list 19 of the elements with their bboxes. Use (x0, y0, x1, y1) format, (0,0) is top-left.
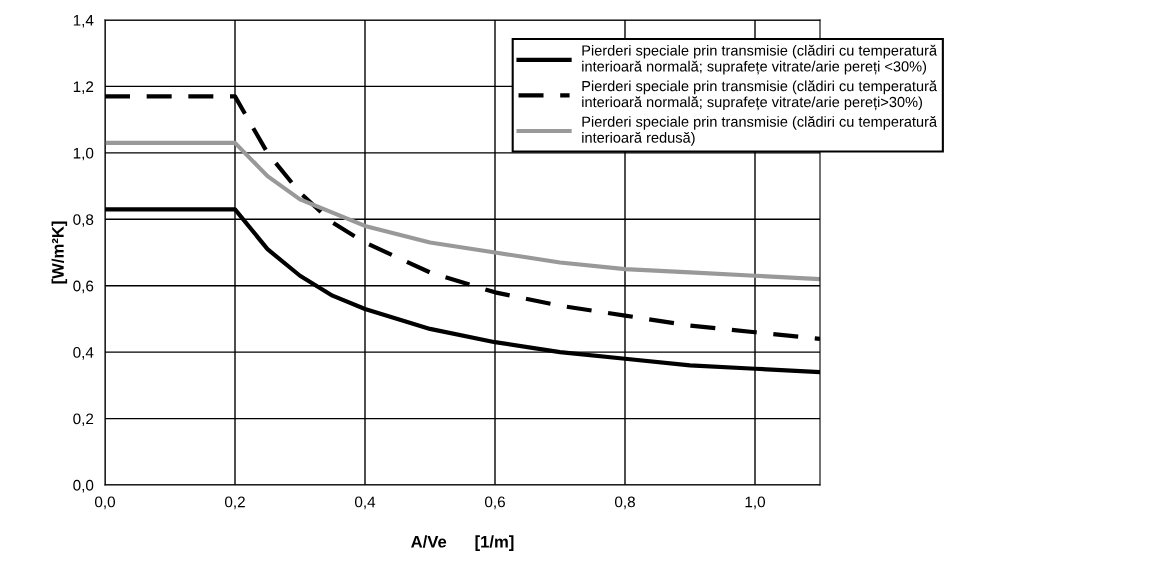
x-tick-label: 1,0 (745, 496, 766, 510)
y-tick-label: 1,2 (73, 81, 94, 94)
y-axis-title: [W/m²K] (51, 221, 68, 284)
legend-label: Pierderi speciale prin transmisie (clădiri cu temperatură interioară normală; suprafețe vitrate/arie pereți <30%) (582, 44, 938, 75)
x-tick-label: 0,4 (354, 496, 376, 510)
y-tick-label: 0,6 (73, 280, 94, 294)
legend-label: Pierderi speciale prin transmisie (clădiri cu temperatură interioară normală; suprafețe vitrate/arie pereți>30%) (582, 80, 938, 111)
x-tick-label: 0,8 (614, 496, 635, 510)
x-axis-title: A/Ve [1/m] (411, 535, 514, 551)
x-tick-label: 0,6 (484, 496, 505, 510)
y-tick-label: 0,0 (73, 479, 94, 493)
x-tick-label: 0,0 (94, 496, 116, 510)
y-tick-label: 1,4 (73, 15, 94, 28)
legend-label: Pierderi speciale prin transmisie (clădiri cu temperatură interioară redusă) (582, 115, 938, 146)
x-tick-label: 0,2 (224, 496, 245, 510)
y-tick-label: 0,2 (73, 413, 94, 427)
y-tick-label: 1,0 (73, 147, 94, 161)
y-tick-label: 0,4 (73, 347, 94, 360)
y-tick-label: 0,8 (73, 214, 94, 227)
